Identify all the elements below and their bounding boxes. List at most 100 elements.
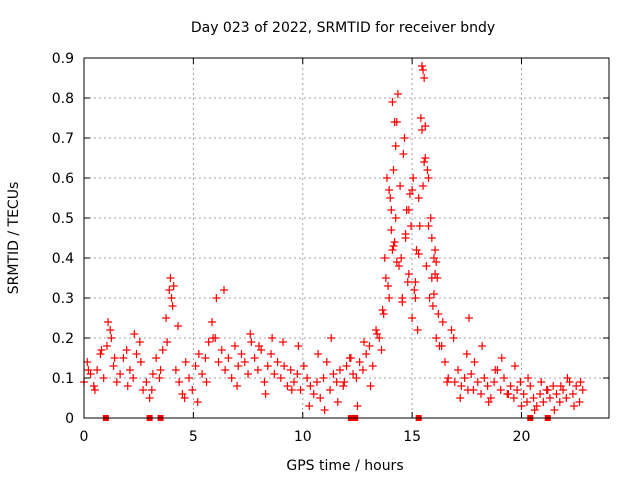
data-point <box>568 390 577 398</box>
y-tick-label: 0 <box>65 411 74 427</box>
data-point <box>250 354 259 362</box>
data-point <box>158 346 167 354</box>
data-point <box>393 90 402 98</box>
data-point <box>185 374 193 382</box>
data-point <box>417 62 426 70</box>
data-point <box>387 226 396 234</box>
data-point <box>355 358 364 366</box>
data-point <box>280 362 289 370</box>
data-point <box>193 398 202 406</box>
data-point <box>322 358 331 366</box>
data-point <box>425 294 434 302</box>
data-point <box>483 382 492 390</box>
data-point <box>142 378 151 386</box>
data-point <box>303 374 312 382</box>
data-point <box>109 362 118 370</box>
data-point <box>237 350 246 358</box>
data-point <box>372 326 381 334</box>
data-point <box>220 286 228 294</box>
data-point <box>467 370 476 378</box>
data-point <box>572 382 581 390</box>
data-point <box>152 354 161 362</box>
data-point <box>519 390 528 398</box>
data-point <box>294 342 303 350</box>
data-point <box>174 322 183 330</box>
data-point <box>214 358 223 366</box>
data-point <box>524 374 533 382</box>
data-point <box>268 334 277 342</box>
data-point <box>500 374 508 382</box>
data-point <box>378 306 387 314</box>
data-point <box>469 386 478 394</box>
y-tick-label: 0.2 <box>52 331 74 347</box>
data-point <box>247 338 256 346</box>
data-point <box>414 194 423 202</box>
data-point <box>530 406 539 414</box>
data-point <box>408 186 417 194</box>
data-point <box>204 338 213 346</box>
plot-frame <box>83 57 610 419</box>
data-point <box>465 314 473 322</box>
data-point <box>390 118 399 126</box>
y-tick-label: 0.7 <box>52 131 74 147</box>
data-point <box>293 370 302 378</box>
data-point <box>346 354 355 362</box>
data-point <box>309 390 318 398</box>
data-points <box>80 62 587 421</box>
data-point <box>454 366 463 374</box>
data-point <box>391 142 400 150</box>
data-point <box>296 386 305 394</box>
data-point <box>261 390 270 398</box>
data-point <box>267 350 276 358</box>
data-point <box>167 294 176 302</box>
data-point <box>290 378 298 386</box>
data-point <box>136 358 145 366</box>
data-point <box>421 154 430 162</box>
x-axis-label: GPS time / hours <box>286 458 403 474</box>
data-point <box>287 386 296 394</box>
data-point <box>175 378 184 386</box>
data-point <box>84 366 93 374</box>
data-point <box>90 386 99 394</box>
data-point <box>389 242 398 250</box>
data-point <box>419 66 428 74</box>
data-point <box>497 354 506 362</box>
data-point <box>99 374 108 382</box>
data-point <box>403 278 412 286</box>
data-point <box>132 350 141 358</box>
data-point <box>96 350 105 358</box>
data-point <box>209 334 218 342</box>
data-point <box>201 354 210 362</box>
data-point <box>230 342 239 350</box>
data-point <box>332 378 341 386</box>
data-point <box>478 342 487 350</box>
data-point <box>365 342 374 350</box>
data-point <box>333 398 342 406</box>
data-point <box>233 382 242 390</box>
data-point <box>263 362 272 370</box>
data-point <box>270 370 279 378</box>
data-point <box>411 278 420 286</box>
data-point <box>227 374 236 382</box>
data-point <box>327 334 336 342</box>
data-point <box>392 258 401 266</box>
data-point <box>517 402 526 410</box>
y-axis-label: SRMTID / TECUs <box>6 182 22 295</box>
data-point <box>510 362 519 370</box>
data-point <box>484 398 493 406</box>
data-point <box>147 386 156 394</box>
data-point <box>430 290 438 298</box>
data-point <box>139 386 148 394</box>
data-point <box>552 390 561 398</box>
data-point <box>460 374 469 382</box>
data-point <box>526 382 535 390</box>
data-point <box>562 394 571 402</box>
data-point <box>543 386 552 394</box>
x-tick-label: 0 <box>80 429 89 445</box>
data-point <box>440 358 449 366</box>
data-point <box>470 358 479 366</box>
data-point <box>163 338 172 346</box>
data-point <box>381 274 390 282</box>
data-point <box>168 302 177 310</box>
